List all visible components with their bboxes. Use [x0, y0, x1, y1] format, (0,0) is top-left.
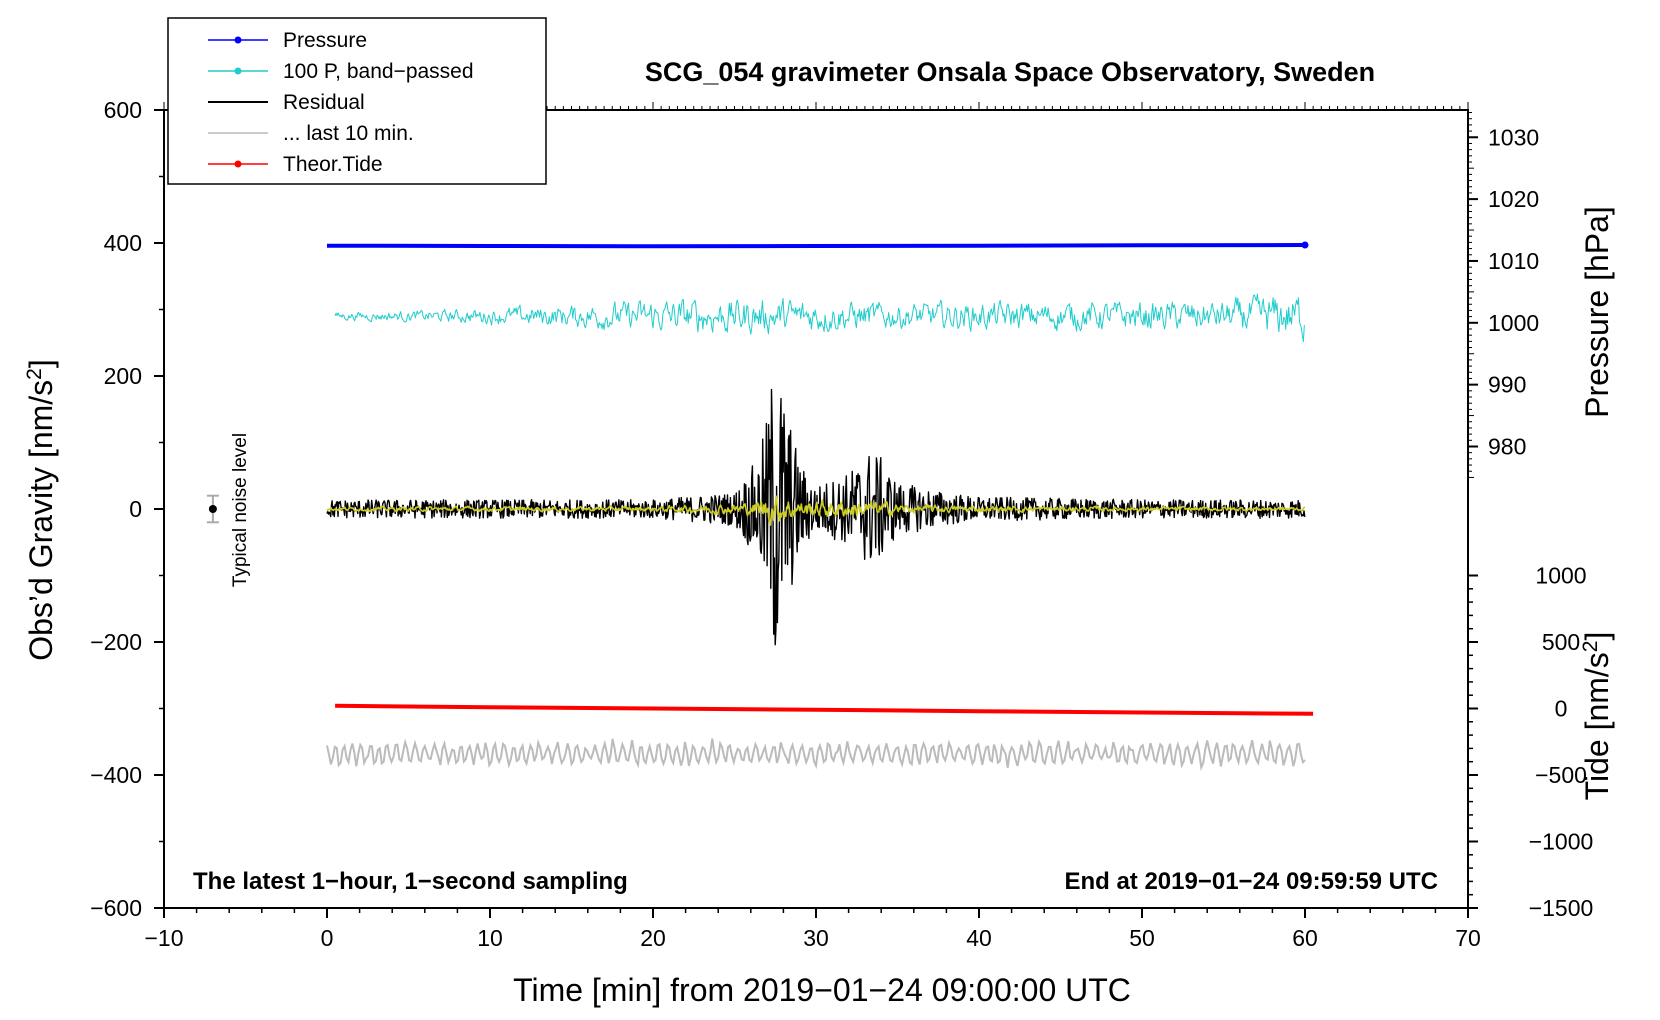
series-line-last-10-min [326, 738, 1306, 772]
y-axis-label-tide: Tide [nm/s2] [1579, 632, 1616, 801]
y-axis-label-left: Obs’d Gravity [nm/s2] [23, 359, 60, 661]
axes: −10 0 10 20 30 40 50 60 70−600−400−2000200400600… [90, 97, 1593, 951]
pressure-tick-label: 1000 [1488, 310, 1539, 336]
x-tick-label: 0 [321, 925, 334, 951]
legend-label: Theor.Tide [283, 153, 383, 176]
legend-marker [234, 67, 242, 75]
series-line-residual [326, 388, 1306, 646]
tide-tick-label: 500 [1542, 629, 1580, 655]
x-tick-label: −10 [144, 925, 183, 951]
y-tick-label: 0 [129, 496, 142, 522]
pressure-tick-label: 1030 [1488, 124, 1539, 150]
pressure-tick-label: 1020 [1488, 186, 1539, 212]
x-tick-label: 10 [477, 925, 503, 951]
legend: Pressure 100 P, band−passed Residual ... la… [167, 17, 547, 185]
y-tick-label: 400 [104, 230, 142, 256]
plot-area [326, 241, 1314, 772]
series-line-pressure [326, 243, 1306, 249]
y-tick-label: −600 [90, 895, 142, 921]
y-axis-label-tide-superscript: 2 [1579, 641, 1602, 653]
x-tick-label: 30 [803, 925, 829, 951]
x-tick-label: 20 [640, 925, 666, 951]
noise-level-bar [206, 494, 219, 524]
y-tick-label: 200 [104, 363, 142, 389]
y-axis-label-left-superscript: 2 [23, 368, 46, 380]
x-axis-label: Time [min] from 2019−01−24 09:00:00 UTC [513, 972, 1131, 1008]
x-tick-label: 60 [1292, 925, 1318, 951]
y-tick-label: −400 [90, 762, 142, 788]
x-tick-label: 70 [1455, 925, 1481, 951]
annotation-end-time: End at 2019−01−24 09:59:59 UTC [1064, 868, 1438, 895]
x-tick-label: 50 [1129, 925, 1155, 951]
series-line-band-passed [334, 293, 1305, 343]
pressure-end-marker [1301, 241, 1309, 249]
legend-marker [234, 160, 242, 168]
legend-label: ... last 10 min. [283, 122, 414, 145]
tide-tick-label: 1000 [1535, 563, 1586, 589]
y-tick-label: 600 [104, 97, 142, 123]
tide-tick-label: −1500 [1529, 895, 1594, 921]
legend-label: 100 P, band−passed [283, 60, 474, 83]
tide-tick-label: −1000 [1529, 829, 1594, 855]
y-tick-label: −200 [90, 629, 142, 655]
series-group [326, 241, 1314, 772]
legend-label: Residual [283, 91, 365, 114]
chart-title: SCG_054 gravimeter Onsala Space Observat… [645, 57, 1375, 87]
series-line-residual-filtered [326, 495, 1306, 526]
pressure-tick-label: 990 [1488, 372, 1526, 398]
y-axis-label-pressure: Pressure [hPa] [1579, 206, 1615, 418]
noise-bar-point [208, 505, 217, 513]
series-line-theor-tide [335, 703, 1314, 716]
pressure-tick-label: 1010 [1488, 248, 1539, 274]
annotation-sampling: The latest 1−hour, 1−second sampling [193, 868, 628, 895]
pressure-tick-label: 980 [1488, 433, 1526, 459]
tide-tick-label: 0 [1555, 696, 1568, 722]
noise-level-label: Typical noise level [230, 433, 251, 587]
tide-tick-label: −500 [1535, 762, 1587, 788]
legend-marker [234, 36, 242, 44]
legend-label: Pressure [283, 29, 367, 52]
x-tick-label: 40 [966, 925, 992, 951]
